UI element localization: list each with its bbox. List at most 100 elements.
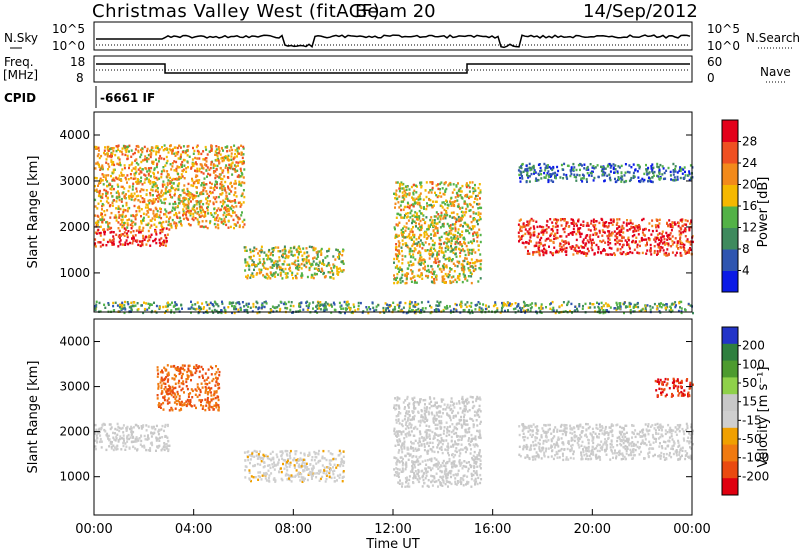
power-mark-1 — [191, 193, 194, 196]
power-mark-3 — [412, 198, 415, 201]
power-mark-0 — [132, 234, 134, 238]
power-mark-3 — [442, 222, 445, 226]
power-mark-6 — [534, 302, 537, 305]
power-mark-6 — [646, 304, 649, 307]
power-mark-1 — [213, 218, 216, 221]
power-mark-1 — [222, 222, 225, 226]
power-mark-4 — [618, 230, 621, 233]
power-mark-1 — [209, 191, 212, 195]
power-mark-2 — [314, 247, 317, 250]
power-mark-0 — [163, 239, 165, 242]
power-mark-5 — [533, 172, 535, 175]
power-mark-6 — [635, 305, 637, 308]
power-mark-5 — [620, 178, 623, 181]
power-mark-3 — [393, 261, 395, 264]
velocity-mark-0 — [98, 427, 101, 430]
power-mark-1 — [192, 197, 194, 201]
power-mark-1 — [127, 178, 130, 181]
power-mark-1 — [161, 225, 164, 229]
power-mark-0 — [164, 239, 167, 243]
power-mark-4 — [670, 245, 673, 248]
power-mark-5 — [576, 173, 579, 177]
power-mark-0 — [126, 232, 128, 235]
power-mark-4 — [533, 251, 536, 254]
power-mark-1 — [146, 147, 149, 151]
velocity-mark-0 — [125, 428, 128, 431]
power-mark-4 — [679, 251, 682, 255]
power-mark-5 — [637, 176, 640, 179]
power-mark-2 — [322, 259, 325, 262]
noise-left-tick-top: 10^5 — [52, 22, 85, 36]
power-mark-1 — [236, 147, 239, 150]
velocity-mark-0 — [134, 447, 137, 450]
power-mark-5 — [688, 178, 691, 182]
power-mark-5 — [585, 178, 588, 181]
power-mark-1 — [140, 220, 142, 223]
power-mark-1 — [226, 145, 229, 148]
power-mark-4 — [601, 218, 604, 221]
power-mark-4 — [656, 250, 659, 253]
power-mark-0 — [123, 231, 126, 234]
velocity-mark-1 — [206, 383, 209, 386]
freq-label-line1: Freq. — [4, 55, 34, 69]
power-mark-5 — [572, 162, 575, 166]
power-mark-6 — [278, 309, 281, 313]
power-mark-6 — [238, 302, 241, 306]
power-mark-3 — [399, 266, 402, 269]
power-mark-1 — [231, 161, 234, 165]
power-mark-1 — [205, 169, 208, 172]
power-mark-3 — [413, 233, 416, 237]
power-mark-3 — [437, 265, 439, 268]
power-mark-4 — [654, 240, 657, 243]
beam-label: Beam 20 — [355, 1, 436, 22]
velocity-mark-0 — [149, 442, 152, 445]
power-mark-6 — [534, 304, 537, 307]
power-mark-0 — [141, 241, 144, 245]
power-mark-4 — [551, 221, 554, 224]
power-mark-1 — [208, 168, 211, 171]
power-mark-6 — [95, 303, 98, 306]
power-mark-6 — [589, 302, 592, 305]
power-mark-1 — [213, 188, 216, 192]
power-mark-1 — [213, 207, 216, 211]
power-mark-1 — [202, 181, 205, 184]
power-mark-4 — [598, 229, 601, 233]
power-mark-1 — [179, 146, 182, 149]
power-mark-1 — [107, 223, 109, 226]
power-mark-3 — [464, 221, 467, 225]
power-mark-1 — [224, 146, 227, 149]
power-mark-2 — [316, 253, 319, 256]
power-mark-1 — [121, 213, 124, 216]
power-mark-1 — [166, 173, 169, 176]
power-mark-2 — [260, 271, 263, 274]
power-mark-6 — [130, 301, 133, 304]
velocity-mark-1 — [172, 387, 175, 390]
power-mark-4 — [537, 250, 540, 253]
power-mark-3 — [435, 222, 438, 225]
power-mark-3 — [454, 229, 457, 233]
power-mark-2 — [251, 249, 254, 253]
power-mark-3 — [441, 279, 444, 282]
power-mark-3 — [417, 227, 420, 230]
power-mark-1 — [144, 178, 147, 181]
power-mark-1 — [188, 210, 191, 213]
velocity-mark-0 — [132, 435, 135, 439]
power-mark-6 — [385, 307, 388, 310]
power-mark-5 — [547, 180, 550, 184]
power-mark-6 — [147, 302, 150, 305]
power-mark-4 — [577, 250, 579, 253]
power-mark-3 — [467, 184, 470, 187]
power-mark-3 — [420, 228, 423, 231]
power-mark-3 — [435, 275, 438, 278]
power-mark-0 — [99, 231, 102, 235]
power-mark-1 — [198, 179, 201, 182]
power-mark-1 — [137, 145, 140, 149]
power-mark-2 — [276, 260, 279, 263]
power-mark-1 — [226, 150, 229, 153]
power-mark-0 — [138, 240, 141, 243]
velocity-mark-0 — [95, 434, 98, 437]
power-mark-4 — [635, 240, 637, 243]
power-mark-5 — [575, 179, 578, 182]
power-mark-3 — [414, 202, 416, 205]
power-mark-2 — [274, 271, 277, 274]
